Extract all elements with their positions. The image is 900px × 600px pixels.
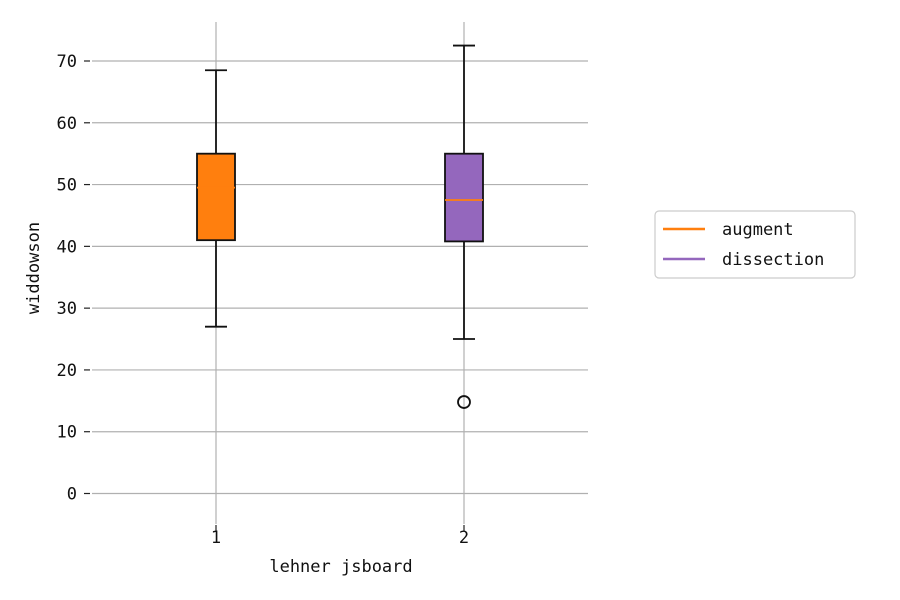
y-tick-label: 50 [57, 176, 77, 196]
grid [92, 22, 588, 524]
y-tick-label: 0 [67, 485, 77, 505]
x-tick-label: 1 [211, 528, 221, 548]
y-tick-label: 10 [57, 423, 77, 443]
y-axis-ticks: 0 10 20 30 40 50 60 70 [57, 52, 90, 505]
legend: augment dissection [654, 210, 856, 279]
y-tick-label: 40 [57, 237, 77, 257]
y-axis-label: widdowson [24, 222, 44, 314]
outlier-point [457, 395, 471, 409]
y-tick-label: 60 [57, 114, 77, 134]
y-tick-label: 70 [57, 52, 77, 72]
box-dissection [444, 44, 484, 409]
x-tick-label: 2 [459, 528, 469, 548]
box-augment [196, 69, 236, 328]
box-iqr [444, 152, 484, 243]
box-iqr [196, 152, 236, 242]
boxes [196, 44, 484, 409]
y-tick-label: 30 [57, 299, 77, 319]
legend-label-augment: augment [722, 220, 794, 240]
x-axis-label: lehner jsboard [269, 557, 412, 577]
legend-label-dissection: dissection [722, 250, 824, 270]
y-tick-label: 20 [57, 361, 77, 381]
legend-frame [654, 210, 856, 279]
